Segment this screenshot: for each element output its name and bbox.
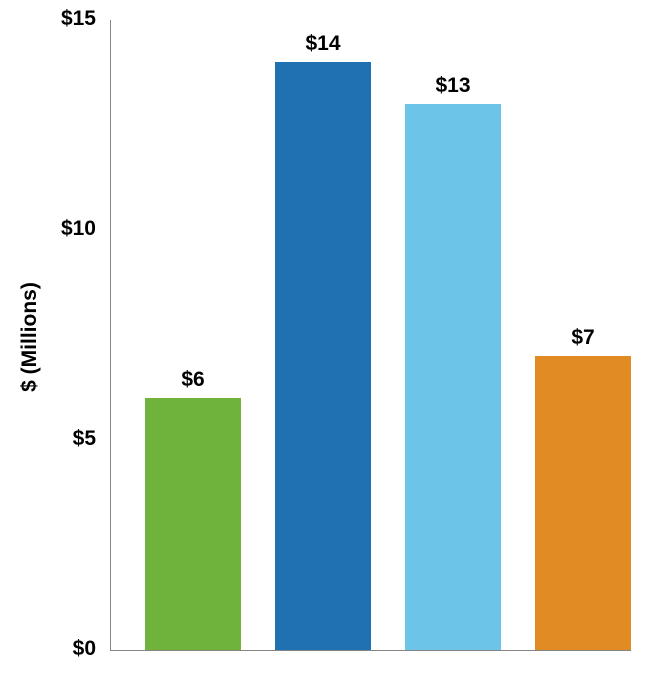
bar: $14 <box>275 62 371 650</box>
y-tick-label: $5 <box>0 427 96 451</box>
bar: $6 <box>145 398 241 650</box>
bar: $13 <box>405 104 501 650</box>
bar-value-label: $14 <box>275 32 371 56</box>
y-axis-title: $ (Millions) <box>18 277 42 397</box>
bar-chart: $ (Millions) $6 $14 $13 $7 $0 $5 $10 $15 <box>0 0 652 684</box>
bar-value-label: $13 <box>405 74 501 98</box>
plot-area: $6 $14 $13 $7 <box>110 20 631 651</box>
bar-value-label: $6 <box>145 368 241 392</box>
y-tick-label: $15 <box>0 7 96 31</box>
y-tick-label: $10 <box>0 217 96 241</box>
bar-value-label: $7 <box>535 326 631 350</box>
bar: $7 <box>535 356 631 650</box>
y-tick-label: $0 <box>0 637 96 661</box>
